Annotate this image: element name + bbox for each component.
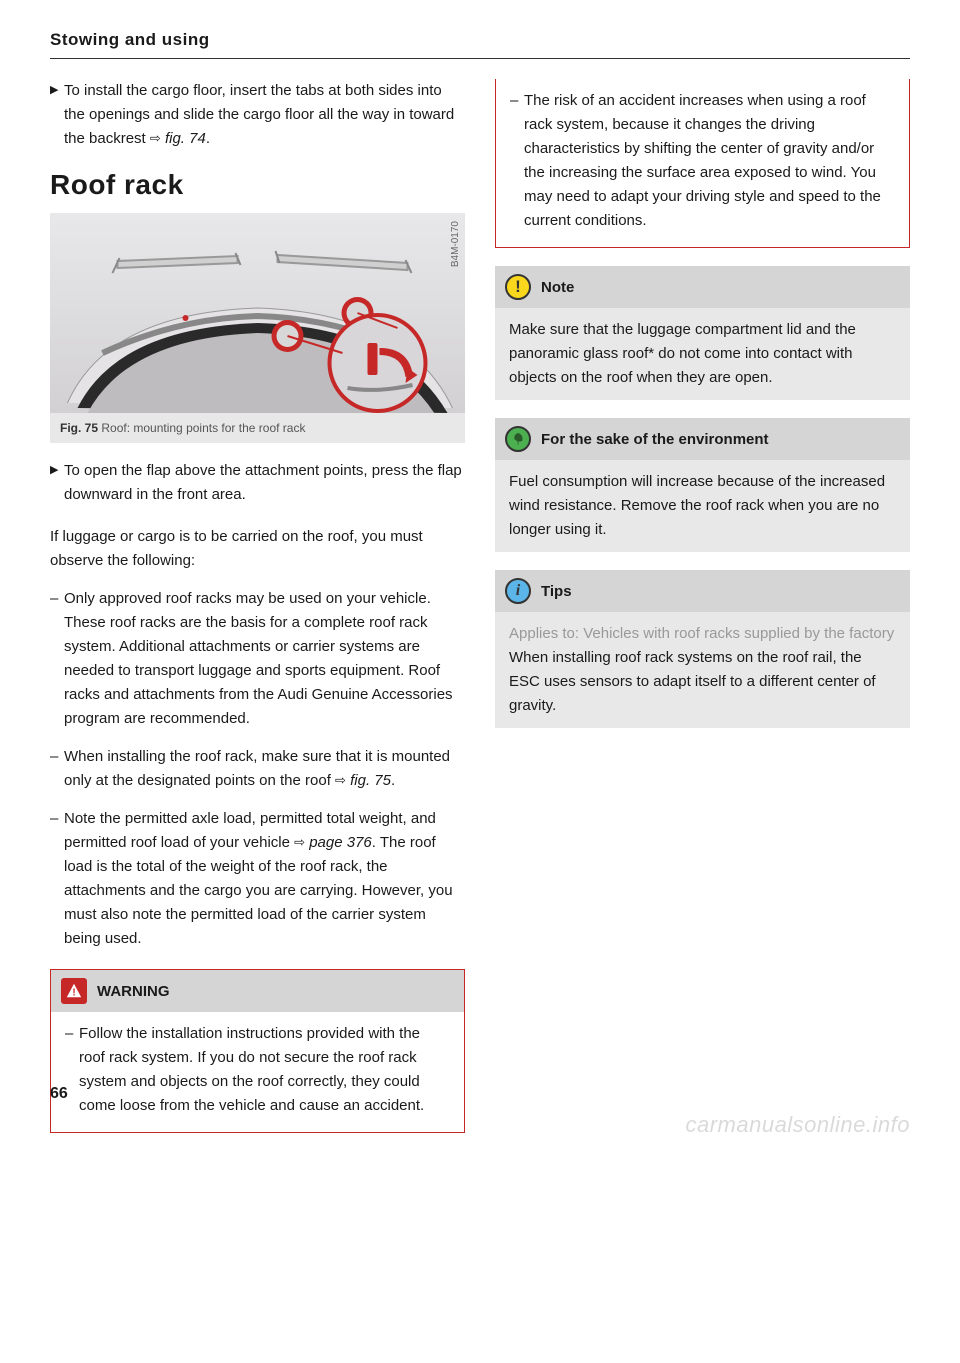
body-intro: If luggage or cargo is to be carried on … [50, 525, 465, 573]
content-columns: ▶ To install the cargo floor, insert the… [50, 79, 910, 1133]
triangle-bullet-icon: ▶ [50, 459, 64, 507]
page-header-title: Stowing and using [50, 30, 910, 50]
ref-arrow-icon: ⇨ [150, 131, 161, 146]
fig-ref: fig. 74 [165, 130, 206, 147]
page-ref: page 376 [309, 834, 372, 851]
info-icon: i [505, 578, 531, 604]
environment-title: For the sake of the environment [541, 431, 769, 448]
warning-body: – Follow the installation instructions p… [51, 1012, 464, 1132]
dash-item-2: – When installing the roof rack, make su… [50, 745, 465, 793]
left-column: ▶ To install the cargo floor, insert the… [50, 79, 465, 1133]
warning-text: Follow the installation instructions pro… [79, 1022, 450, 1118]
environment-header: For the sake of the environment [495, 418, 910, 460]
instruction-text: To install the cargo floor, insert the t… [64, 79, 465, 151]
note-box: ! Note Make sure that the luggage compar… [495, 266, 910, 400]
open-flap-instruction: ▶ To open the flap above the attachment … [50, 459, 465, 507]
warning-text: The risk of an accident increases when u… [524, 89, 895, 233]
dash-text: Note the permitted axle load, permitted … [64, 807, 465, 951]
note-exclamation-icon: ! [505, 274, 531, 300]
leaf-icon [505, 426, 531, 452]
warning-body-cont: – The risk of an accident increases when… [496, 79, 909, 247]
warning-triangle-icon: ! [61, 978, 87, 1004]
dash-marker: – [50, 745, 64, 793]
tips-text: When installing roof rack systems on the… [509, 649, 876, 714]
tips-title: Tips [541, 583, 572, 600]
figure-caption: Fig. 75 Roof: mounting points for the ro… [50, 413, 465, 443]
roof-rack-illustration [50, 213, 465, 413]
page-number: 66 [50, 1085, 68, 1103]
svg-text:!: ! [72, 988, 75, 999]
figure-caption-num: Fig. 75 [60, 421, 98, 435]
warning-item-cont: – The risk of an accident increases when… [510, 89, 895, 233]
tips-body: Applies to: Vehicles with roof racks sup… [495, 612, 910, 728]
warning-box-cont: – The risk of an accident increases when… [495, 79, 910, 248]
warning-title: WARNING [97, 983, 170, 1000]
dash-marker: – [65, 1022, 79, 1118]
dash-item-1: – Only approved roof racks may be used o… [50, 587, 465, 731]
environment-box: For the sake of the environment Fuel con… [495, 418, 910, 552]
figure-caption-text: Roof: mounting points for the roof rack [98, 421, 305, 435]
dash-text: When installing the roof rack, make sure… [64, 745, 465, 793]
warning-item: – Follow the installation instructions p… [65, 1022, 450, 1118]
watermark: carmanualsonline.info [685, 1112, 910, 1138]
tips-applies: Applies to: Vehicles with roof racks sup… [509, 625, 894, 642]
ref-arrow-icon: ⇨ [335, 773, 346, 788]
tips-header: i Tips [495, 570, 910, 612]
warning-box: ! WARNING – Follow the installation inst… [50, 969, 465, 1133]
note-title: Note [541, 279, 574, 296]
page-header: Stowing and using [50, 30, 910, 59]
right-column: – The risk of an accident increases when… [495, 79, 910, 1133]
note-header: ! Note [495, 266, 910, 308]
note-body: Make sure that the luggage compartment l… [495, 308, 910, 400]
figure-container: B4M-0170 [50, 213, 465, 443]
dash-item-3: – Note the permitted axle load, permitte… [50, 807, 465, 951]
dash-text: Only approved roof racks may be used on … [64, 587, 465, 731]
environment-body: Fuel consumption will increase because o… [495, 460, 910, 552]
dash-marker: – [510, 89, 524, 233]
figure-label: B4M-0170 [450, 221, 461, 267]
figure-image: B4M-0170 [50, 213, 465, 413]
dash-marker: – [50, 587, 64, 731]
instruction-text: To open the flap above the attachment po… [64, 459, 465, 507]
tips-box: i Tips Applies to: Vehicles with roof ra… [495, 570, 910, 728]
fig-ref: fig. 75 [350, 772, 391, 789]
ref-arrow-icon: ⇨ [294, 835, 305, 850]
section-title: Roof rack [50, 169, 465, 201]
install-instruction: ▶ To install the cargo floor, insert the… [50, 79, 465, 151]
triangle-bullet-icon: ▶ [50, 79, 64, 151]
warning-header: ! WARNING [51, 970, 464, 1012]
dash-marker: – [50, 807, 64, 951]
